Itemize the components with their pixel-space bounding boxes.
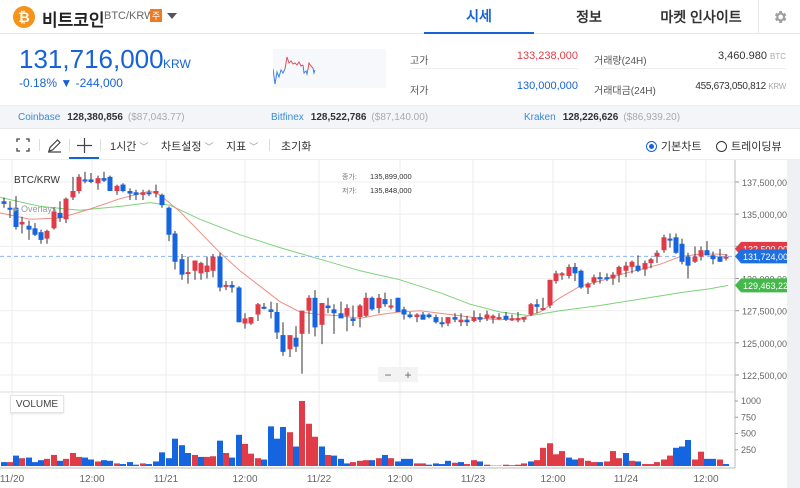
- svg-text:저가:: 저가:: [342, 186, 357, 195]
- divider: [594, 68, 786, 69]
- svg-text:750: 750: [741, 412, 756, 422]
- svg-text:122,500,000: 122,500,000: [742, 371, 787, 381]
- volume-24h-value: 3,460.980 BTC: [718, 50, 786, 62]
- right-scrollbar[interactable]: [787, 160, 800, 488]
- svg-text:127,500,000: 127,500,000: [742, 307, 787, 317]
- svg-text:137,500,000: 137,500,000: [742, 178, 787, 188]
- svg-text:11/20: 11/20: [0, 474, 25, 485]
- coin-name[interactable]: 비트코인: [42, 11, 105, 30]
- pencil-icon: [47, 138, 61, 153]
- svg-text:12:00: 12:00: [387, 474, 412, 485]
- svg-text:12:00: 12:00: [232, 474, 257, 485]
- bitcoin-icon: ₿: [13, 6, 35, 28]
- exchange-kraken: Kraken 128,226,626 ($86,939.20): [524, 112, 681, 123]
- exchange-prices-bar: Coinbase 128,380,856 ($87,043.77) Bitfinex…: [0, 105, 800, 129]
- volume-legend: VOLUME: [10, 395, 64, 413]
- change-amount: -244,000: [75, 76, 123, 90]
- reset-button[interactable]: 초기화: [281, 141, 312, 153]
- volume-24h-label: 거래량(24H): [594, 56, 647, 67]
- crosshair-button[interactable]: [73, 134, 95, 156]
- svg-text:129,463,220: 129,463,220: [743, 281, 787, 291]
- tab-price[interactable]: 시세: [424, 0, 534, 34]
- separator: [100, 139, 101, 151]
- radio-unchecked-icon: [716, 140, 727, 152]
- exchange-bitfinex: Bitfinex 128,522,786 ($87,140.00): [271, 112, 429, 123]
- separator: [269, 139, 270, 151]
- active-tool-indicator: [69, 157, 99, 159]
- current-price: 131,716,000: [19, 44, 164, 74]
- exchange-coinbase: Coinbase 128,380,856 ($87,043.77): [18, 112, 185, 123]
- top-bar: ₿ 비트코인 BTC/KRW 주 시세 정보 마켓 인사이트: [0, 0, 800, 34]
- svg-text:11/22: 11/22: [307, 474, 332, 485]
- radio-basic-chart[interactable]: 기본차트: [646, 138, 701, 154]
- separator: [69, 139, 70, 151]
- svg-text:11/24: 11/24: [614, 474, 639, 485]
- radio-checked-icon: [646, 140, 657, 152]
- tab-info[interactable]: 정보: [576, 9, 602, 25]
- price-change: -0.18% ▼ -244,000: [19, 76, 123, 90]
- svg-text:11/23: 11/23: [461, 474, 486, 485]
- svg-text:500: 500: [741, 429, 756, 439]
- down-arrow-icon: ▼: [60, 76, 73, 90]
- svg-text:12:00: 12:00: [540, 474, 565, 485]
- svg-text:11/21: 11/21: [154, 474, 179, 485]
- svg-text:125,000,000: 125,000,000: [742, 339, 787, 349]
- settings-button[interactable]: [758, 0, 800, 34]
- interval-dropdown[interactable]: 1시간 ﹀: [110, 141, 149, 153]
- warning-badge: 주: [150, 9, 162, 22]
- svg-text:135,000,000: 135,000,000: [742, 210, 787, 220]
- chevron-down-icon: ﹀: [249, 142, 259, 152]
- low-label: 저가: [410, 86, 429, 97]
- fullscreen-button[interactable]: [12, 134, 34, 156]
- fullscreen-icon: [16, 138, 30, 152]
- chevron-down-icon: ﹀: [139, 142, 149, 152]
- divider: [410, 68, 578, 69]
- price-unit: KRW: [163, 57, 191, 71]
- gear-icon: [774, 11, 786, 23]
- svg-text:BTC/KRW: BTC/KRW: [14, 175, 60, 186]
- high-value: 133,238,000: [516, 50, 578, 62]
- tab-market-insight[interactable]: 마켓 인사이트: [660, 9, 742, 25]
- indicators-dropdown[interactable]: 지표 ﹀: [226, 141, 259, 153]
- zoom-in-button[interactable]: +: [404, 367, 412, 382]
- change-percent: -0.18%: [19, 76, 58, 90]
- chart-settings-dropdown[interactable]: 차트설정 ﹀: [161, 141, 214, 153]
- crosshair-icon: [76, 137, 92, 153]
- coin-pair: BTC/KRW: [104, 10, 155, 22]
- chart-toolbar: 1시간 ﹀ 차트설정 ﹀ 지표 ﹀ 초기화 기본차트 트레이딩뷰: [0, 129, 800, 160]
- svg-text:12:00: 12:00: [79, 474, 104, 485]
- svg-text:131,724,000: 131,724,000: [743, 252, 787, 262]
- svg-text:12:00: 12:00: [693, 474, 718, 485]
- coin-dropdown-caret-icon[interactable]: [167, 13, 177, 19]
- chevron-down-icon: ﹀: [204, 142, 214, 152]
- draw-button[interactable]: [43, 134, 65, 156]
- zoom-out-button[interactable]: −: [384, 367, 392, 382]
- high-label: 고가: [410, 56, 429, 67]
- svg-text:종가:: 종가:: [342, 172, 357, 181]
- amount-24h-label: 거래대금(24H): [594, 86, 656, 97]
- radio-tradingview[interactable]: 트레이딩뷰: [716, 138, 782, 154]
- svg-text:1000: 1000: [741, 396, 761, 406]
- low-value: 130,000,000: [516, 80, 578, 92]
- amount-24h-value: 455,673,050,812 KRW: [695, 81, 786, 92]
- zoom-control: − +: [378, 367, 418, 382]
- price-chart[interactable]: 122,500,000125,000,000127,500,000130,000…: [0, 160, 800, 488]
- mini-sparkline-chart: [272, 49, 386, 88]
- svg-text:135,848,000: 135,848,000: [370, 186, 412, 195]
- svg-text:250: 250: [741, 445, 756, 455]
- svg-text:▸ Overlays: ▸ Overlays: [14, 204, 57, 214]
- svg-text:135,899,000: 135,899,000: [370, 172, 412, 181]
- separator: [39, 139, 40, 151]
